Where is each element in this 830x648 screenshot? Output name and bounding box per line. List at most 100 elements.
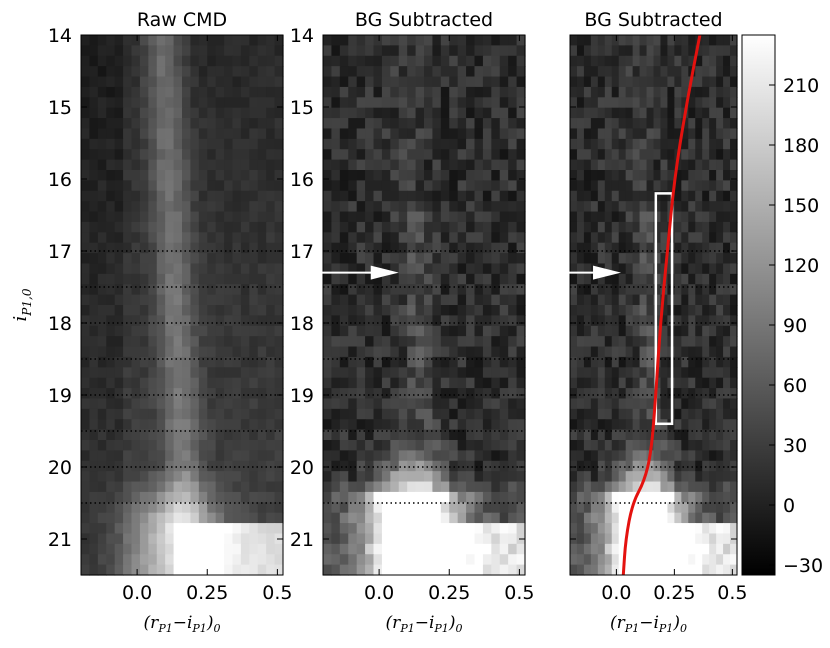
heatmap-cell <box>323 346 333 358</box>
y-axis-label: iP1,0 <box>10 288 34 321</box>
heatmap-cell <box>224 367 234 379</box>
heatmap-cell <box>474 138 484 150</box>
heatmap-cell <box>198 253 208 265</box>
dotted-lines-isochrone <box>570 250 737 504</box>
heatmap-cell <box>381 97 391 109</box>
heatmap-cell <box>695 512 703 524</box>
heatmap-cell <box>373 242 383 254</box>
heatmap-cell <box>390 86 400 98</box>
y-tick-label: 19 <box>290 385 314 407</box>
heatmap-cell <box>339 45 349 57</box>
heatmap-cell <box>499 55 509 67</box>
heatmap-cell <box>466 419 476 431</box>
heatmap-cell <box>646 273 655 285</box>
heatmap-cell <box>576 325 585 337</box>
heatmap-cell <box>482 533 492 545</box>
heatmap-cell <box>466 502 476 514</box>
heatmap-cell <box>424 232 434 244</box>
heatmap-cell <box>440 388 450 400</box>
heatmap-cell <box>702 367 710 379</box>
heatmap-cell <box>625 419 634 431</box>
heatmap-cell <box>625 336 634 348</box>
heatmap-cell <box>474 388 484 400</box>
heatmap-cell <box>240 471 250 483</box>
heatmap-cell <box>182 471 192 483</box>
heatmap-cell <box>114 232 124 244</box>
heatmap-cell <box>173 118 183 130</box>
heatmap-cell <box>365 481 375 493</box>
heatmap-cell <box>482 367 492 379</box>
heatmap-cell <box>407 149 417 161</box>
heatmap-cell <box>156 190 166 202</box>
heatmap-cell <box>695 201 703 213</box>
heatmap-cell <box>432 97 442 109</box>
heatmap-cell <box>709 76 717 88</box>
heatmap-cell <box>390 35 400 46</box>
heatmap-cell <box>89 346 99 358</box>
heatmap-cell <box>173 543 183 555</box>
heatmap-cell <box>173 554 183 566</box>
heatmap-cell <box>491 460 501 472</box>
heatmap-cell <box>415 523 425 535</box>
heatmap-cell <box>482 170 492 181</box>
heatmap-cell <box>499 294 509 306</box>
heatmap-cell <box>415 450 425 462</box>
heatmap-cell <box>266 440 276 451</box>
heatmap-cell <box>590 502 599 514</box>
heatmap-cell <box>390 377 400 389</box>
heatmap-cell <box>257 273 267 285</box>
heatmap-cell <box>688 138 696 150</box>
heatmap-cell <box>440 356 450 368</box>
heatmap-cell <box>274 325 284 337</box>
heatmap-cell <box>695 170 703 181</box>
heatmap-cell <box>653 159 662 171</box>
heatmap-cell <box>215 315 225 327</box>
heatmap-cell <box>457 201 467 213</box>
heatmap-cell <box>474 512 484 524</box>
heatmap-cell <box>266 232 276 244</box>
heatmap-cell <box>508 159 518 171</box>
heatmap-cell <box>398 86 408 98</box>
heatmap-cell <box>466 533 476 545</box>
heatmap-cell <box>89 273 99 285</box>
heatmap-cell <box>618 367 627 379</box>
heatmap-cell <box>482 76 492 88</box>
heatmap-cell <box>424 86 434 98</box>
heatmap-cell <box>625 55 634 67</box>
colorbar-tick-label: 30 <box>783 435 807 457</box>
heatmap-cell <box>215 263 225 275</box>
heatmap-cell <box>356 107 366 119</box>
heatmap-cell <box>89 180 99 192</box>
heatmap-cell <box>165 201 175 213</box>
heatmap-cell <box>702 55 710 67</box>
heatmap-cell <box>716 533 724 545</box>
heatmap-cell <box>131 273 141 285</box>
heatmap-cell <box>89 336 99 348</box>
heatmap-cell <box>97 543 107 555</box>
heatmap-cell <box>632 367 641 379</box>
heatmap-cell <box>681 533 689 545</box>
heatmap-cell <box>381 159 391 171</box>
heatmap-cell <box>576 502 585 514</box>
y-tick-label: 20 <box>48 457 72 479</box>
heatmap-cell <box>646 180 655 192</box>
y-tick-label: 21 <box>290 529 314 551</box>
heatmap-cell <box>415 491 425 503</box>
y-tick-label: 21 <box>48 529 72 551</box>
heatmap-cell <box>590 242 599 254</box>
heatmap-cell <box>723 159 731 171</box>
heatmap-cell <box>356 346 366 358</box>
heatmap-cell <box>695 554 703 566</box>
heatmap-cell <box>257 502 267 514</box>
heatmap-cell <box>224 201 234 213</box>
heatmap-cell <box>639 356 648 368</box>
heatmap-cell <box>516 86 526 98</box>
x-tick-labels-isochrone: 0.0 0.25 0.5 <box>601 582 747 604</box>
heatmap-cell <box>407 55 417 67</box>
heatmap-cell <box>632 128 641 140</box>
heatmap-cell <box>274 232 284 244</box>
heatmap-cell <box>570 356 578 368</box>
heatmap-cell <box>516 554 526 566</box>
heatmap-cell <box>148 190 158 202</box>
heatmap-cell <box>597 149 606 161</box>
